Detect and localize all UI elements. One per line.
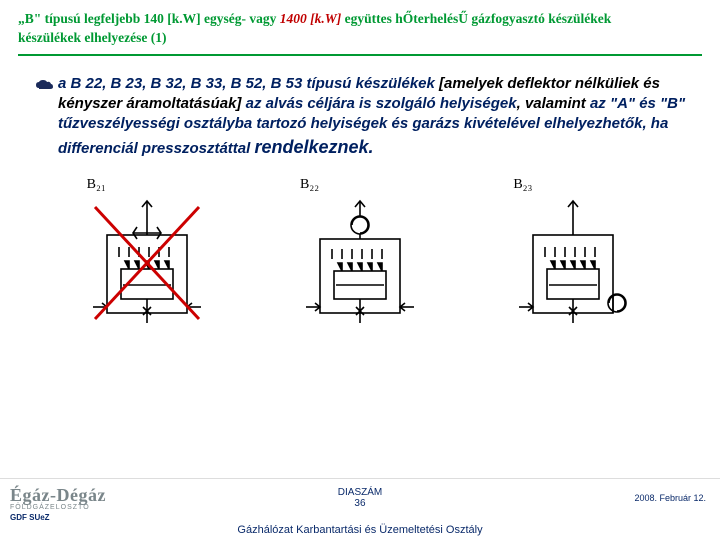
title-seg-2: 1400 [k.W] [280,11,345,26]
logo-line3: GDF SUeZ [10,513,50,522]
cloud-bullet-icon [30,74,58,96]
diagram-b23: B₂₃ [513,177,633,325]
p-seg-3: az alvás céljára is szolgáló helyiségek [246,95,517,112]
footer-date: 2008. Február 12. [634,493,706,503]
title-seg-5: készülékek elhelyezése (1) [18,30,166,45]
diagram-frame-2 [300,195,420,325]
slide-title: „B" típusú legfeljebb 140 [k.W] egység- … [18,10,702,48]
body-area: a B 22, B 23, B 32, B 33, B 52, B 53 típ… [0,60,720,159]
slide-footer: Égáz-Dégáz FÖLDGÁZELOSZTÓ GDF SUeZ DIASZ… [0,478,720,540]
diagram-row: B₂₁ [0,159,720,325]
p-seg-6: rendelkeznek. [254,137,373,157]
diagram-label-2: B₂₂ [300,177,319,193]
department-line: Gázhálózat Karbantartási és Üzemeltetési… [237,524,482,536]
diagram-label-1: B₂₁ [87,177,106,193]
title-seg-1: „B" típusú legfeljebb 140 [k.W] egység- … [18,11,276,26]
diagram-frame-1 [87,195,207,325]
diagram-b22: B₂₂ [300,177,420,325]
slide-number: DIASZÁM 36 [338,487,382,509]
title-seg-3: együttes hŐterhelésŰ [345,11,468,26]
p-seg-1: a B 22, B 23, B 32, B 33, B 52, B 53 típ… [58,75,439,92]
title-bar: „B" típusú legfeljebb 140 [k.W] egység- … [0,0,720,60]
title-underline [18,54,702,56]
diagram-b21: B₂₁ [87,177,207,325]
slide-label: DIASZÁM [338,487,382,498]
logo: Égáz-Dégáz FÖLDGÁZELOSZTÓ GDF SUeZ [10,485,106,522]
p-seg-4: , valamint [517,95,590,112]
slide-no: 36 [354,498,365,509]
main-paragraph: a B 22, B 23, B 32, B 33, B 52, B 53 típ… [58,74,690,159]
diagram-label-3: B₂₃ [513,177,532,193]
title-seg-4: gázfogyasztó készülékek [471,11,611,26]
logo-line1: Égáz-Dégáz [10,485,106,506]
bullet-row: a B 22, B 23, B 32, B 33, B 52, B 53 típ… [30,74,690,159]
diagram-frame-3 [513,195,633,325]
logo-line2: FÖLDGÁZELOSZTÓ [10,504,90,511]
